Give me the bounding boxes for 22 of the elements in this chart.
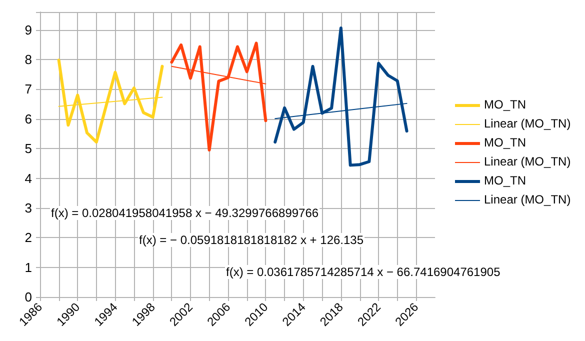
- y-tick-label: 9: [24, 22, 32, 38]
- y-tick-label: 5: [24, 141, 32, 156]
- legend-label: MO_TN: [484, 174, 526, 188]
- legend-label: MO_TN: [484, 98, 526, 112]
- legend-label: Linear (MO_TN): [484, 116, 571, 130]
- y-tick-label: 7: [24, 82, 32, 97]
- annotation: f(x) = 0.028041958041958 x − 49.3299766899766: [51, 206, 319, 220]
- annotation: f(x) = 0.0361785714285714 x − 66.7416904761905: [226, 265, 501, 279]
- y-tick-label: 3: [24, 200, 32, 216]
- legend-label: Linear (MO_TN): [484, 154, 571, 168]
- line-series: [57, 58, 164, 144]
- line-series: [274, 26, 408, 167]
- y-tick-label: 0: [24, 290, 32, 304]
- y-tick-label: 8: [24, 52, 32, 67]
- y-tick-label: 2: [24, 230, 32, 246]
- y-tick-label: 6: [24, 111, 32, 126]
- y-tick-label: 4: [24, 170, 32, 186]
- annotation: f(x) = − 0.0591818181818182 x + 126.135: [139, 233, 364, 247]
- legend-label: Linear (MO_TN): [484, 192, 571, 206]
- line-series: [170, 42, 268, 152]
- legend-label: MO_TN: [484, 136, 526, 150]
- y-tick-label: 1: [24, 260, 32, 275]
